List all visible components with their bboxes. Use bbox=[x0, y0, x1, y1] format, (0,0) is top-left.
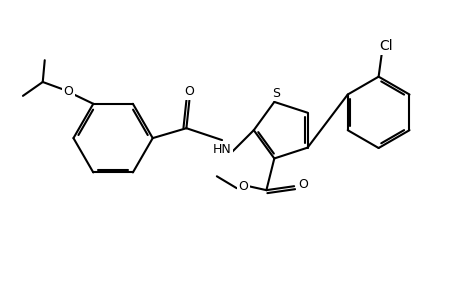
Text: O: O bbox=[63, 85, 73, 98]
Text: O: O bbox=[297, 178, 308, 191]
Text: Cl: Cl bbox=[379, 39, 392, 53]
Text: HN: HN bbox=[212, 142, 231, 155]
Text: S: S bbox=[272, 86, 280, 100]
Text: O: O bbox=[184, 85, 194, 98]
Text: O: O bbox=[238, 180, 248, 193]
